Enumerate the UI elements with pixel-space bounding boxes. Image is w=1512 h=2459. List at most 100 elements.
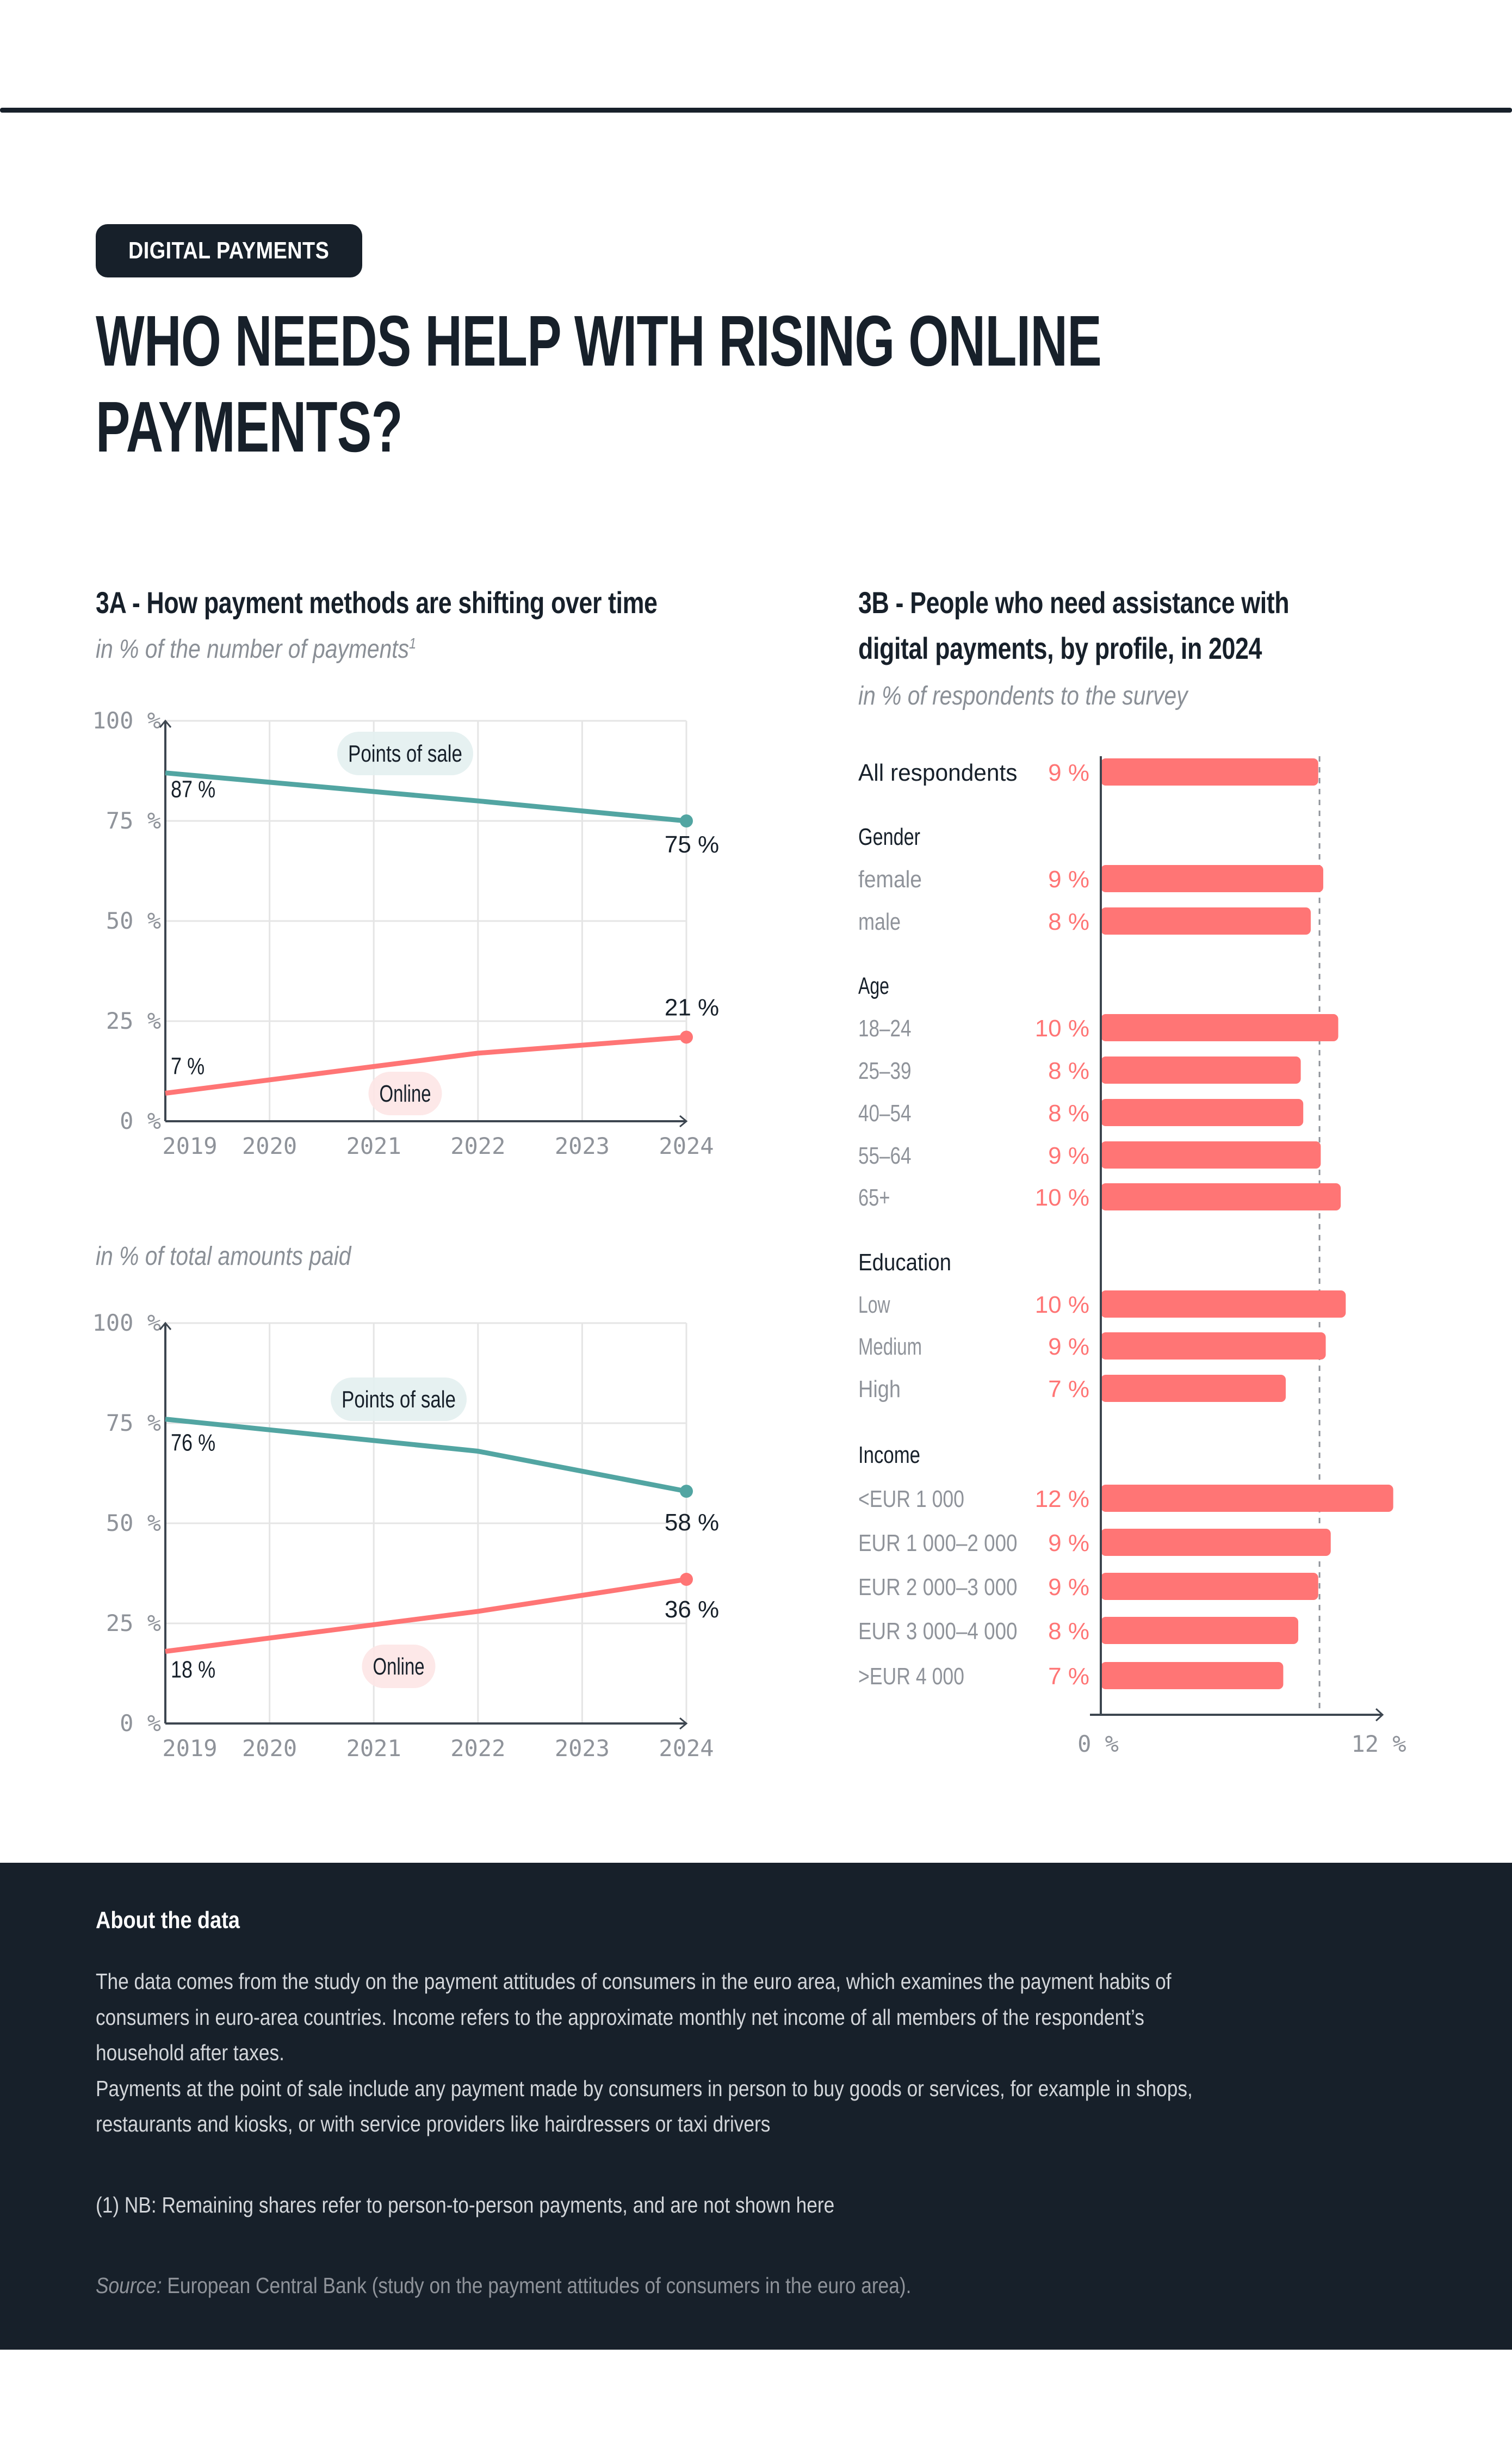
group-heading: Gender — [858, 824, 920, 850]
series-end-point-pos — [680, 1485, 693, 1498]
group-heading: Income — [858, 1442, 920, 1468]
bar — [1101, 1183, 1341, 1210]
row-label: Low — [858, 1292, 890, 1318]
series-end-point-pos — [680, 814, 693, 827]
body-line: household after taxes. — [96, 2035, 1466, 2071]
series-name-label-online: Online — [373, 1653, 425, 1680]
row-value-label: 9 % — [1048, 759, 1089, 786]
row-value-label: 9 % — [1048, 1574, 1089, 1601]
y-axis-arrow-icon — [159, 719, 172, 728]
page-title-line-1: WHO NEEDS HELP WITH RISING ONLINE — [96, 301, 1102, 381]
bar — [1101, 758, 1318, 786]
bar — [1101, 1573, 1318, 1600]
row-label: EUR 1 000–2 000 — [858, 1530, 1018, 1556]
body-text: Payments at the point of sale include an… — [96, 2075, 1193, 2101]
body-line: Payments at the point of sale include an… — [96, 2071, 1466, 2107]
about-the-data-heading: About the data — [96, 1907, 240, 1933]
page-title: WHO NEEDS HELP WITH RISING ONLINE PAYMEN… — [96, 298, 1102, 470]
x-axis-arrow-icon — [679, 1115, 688, 1128]
line-chart-3a-amount: 2019 2020 2021 2022 2023 2024 0 % 25 % 50 % 75 % 1… — [92, 1309, 720, 1762]
y-tick-label: 75 % — [106, 807, 161, 834]
row-label: female — [858, 866, 922, 893]
bar — [1101, 1099, 1304, 1126]
bar — [1101, 1332, 1326, 1360]
bar-chart-assistance-by-profile: All respondents 9 % Gender female 9 % male 8 %… — [858, 756, 1406, 1757]
group-heading: Education — [858, 1249, 951, 1276]
end-value-label: 21 % — [665, 994, 719, 1021]
series-name-pill-online — [362, 1645, 436, 1688]
row-label: 18–24 — [858, 1015, 912, 1042]
top-rule — [0, 108, 1512, 113]
series-name-label-pos: Points of sale — [348, 740, 462, 767]
x-tick-label: 2023 — [555, 1735, 610, 1762]
series-line-pos — [165, 1417, 687, 1494]
source-note: Source: European Central Bank (study on … — [96, 2273, 1044, 2299]
row-value-label: 8 % — [1048, 1100, 1089, 1127]
row-label: High — [858, 1376, 901, 1403]
series-name-pill-online — [368, 1072, 442, 1115]
series-end-point-online — [680, 1573, 693, 1586]
bar — [1101, 1662, 1284, 1689]
category-badge: DIGITAL PAYMENTS — [96, 224, 362, 277]
series-line-online — [165, 1034, 687, 1096]
x-tick-label: 2022 — [450, 1133, 505, 1159]
line-chart-number-of-payments: 2019 2020 2021 2022 2023 2024 0 % 25 % 50 % 75 % 1… — [92, 707, 720, 1762]
y-tick-label: 25 % — [106, 1610, 161, 1636]
end-value-label: 36 % — [665, 1596, 719, 1623]
x-axis-arrow-icon — [679, 1717, 688, 1730]
y-axis-arrow-icon — [159, 1321, 172, 1330]
row-value-label: 10 % — [1035, 1292, 1089, 1318]
row-label: 40–54 — [858, 1100, 912, 1127]
panel-3a-subtitle-number: in % of the number of payments1 — [96, 634, 416, 664]
y-tick-label: 25 % — [106, 1008, 161, 1034]
line-chart-3a-number: 2019 2020 2021 2022 2023 2024 0 % 25 % 50 % 75 % 1… — [92, 707, 720, 1159]
start-value-label: 18 % — [171, 1656, 215, 1683]
row-value-label: 7 % — [1048, 1663, 1089, 1690]
page-title-line-2: PAYMENTS? — [96, 387, 403, 467]
x-tick-label: 2020 — [242, 1735, 297, 1762]
x-tick-label: 2021 — [346, 1735, 401, 1762]
panel-3b-title: 3B - People who need assistance with dig… — [858, 580, 1290, 671]
row-value-label: 9 % — [1048, 1530, 1089, 1556]
panel-3b-subtitle: in % of respondents to the survey — [858, 682, 1188, 710]
about-the-data-body: The data comes from the study on the pay… — [96, 1964, 1466, 2142]
row-label: All respondents — [858, 759, 1018, 786]
bar — [1101, 1485, 1393, 1512]
body-text: household after taxes. — [96, 2040, 284, 2065]
row-value-label: 9 % — [1048, 1142, 1089, 1169]
bar — [1101, 1141, 1321, 1169]
series-line-pos — [165, 770, 687, 824]
y-tick-label: 0 % — [120, 1108, 161, 1134]
source-text: European Central Bank (study on the paym… — [162, 2273, 912, 2298]
row-value-label: 8 % — [1048, 1618, 1089, 1645]
row-value-label: 10 % — [1035, 1015, 1089, 1042]
row-label: Medium — [858, 1333, 922, 1360]
x-tick-label: 2021 — [346, 1133, 401, 1159]
row-value-label: 12 % — [1035, 1486, 1089, 1512]
row-value-label: 8 % — [1048, 1058, 1089, 1084]
x-tick-label: 12 % — [1351, 1731, 1406, 1757]
bar — [1101, 1617, 1299, 1644]
body-text: consumers in euro-area countries. Income… — [96, 2004, 1144, 2030]
body-line: The data comes from the study on the pay… — [96, 1964, 1466, 2000]
subtitle-number-text: in % of the number of payments — [96, 635, 410, 664]
body-line: consumers in euro-area countries. Income… — [96, 2000, 1466, 2036]
category-badge-label: DIGITAL PAYMENTS — [128, 237, 330, 264]
panel-3b-title-line-1: 3B - People who need assistance with — [858, 585, 1290, 620]
body-text: The data comes from the study on the pay… — [96, 1969, 1172, 1994]
row-value-label: 9 % — [1048, 1333, 1089, 1360]
end-value-label: 58 % — [665, 1509, 719, 1536]
row-value-label: 8 % — [1048, 909, 1089, 935]
body-line: restaurants and kiosks, or with service … — [96, 2106, 1466, 2142]
bar — [1101, 1529, 1331, 1556]
body-text: restaurants and kiosks, or with service … — [96, 2111, 771, 2136]
x-tick-label: 2024 — [659, 1735, 714, 1762]
end-value-label: 75 % — [665, 831, 719, 858]
footnote-marker: 1 — [409, 635, 417, 652]
source-label: Source: — [96, 2273, 162, 2298]
panel-3a-subtitle-amount: in % of total amounts paid — [96, 1242, 351, 1271]
x-tick-label: 2023 — [555, 1133, 610, 1159]
x-axis-arrow-icon — [1375, 1708, 1384, 1722]
y-tick-label: 100 % — [92, 1309, 161, 1336]
row-label: >EUR 4 000 — [858, 1663, 964, 1690]
